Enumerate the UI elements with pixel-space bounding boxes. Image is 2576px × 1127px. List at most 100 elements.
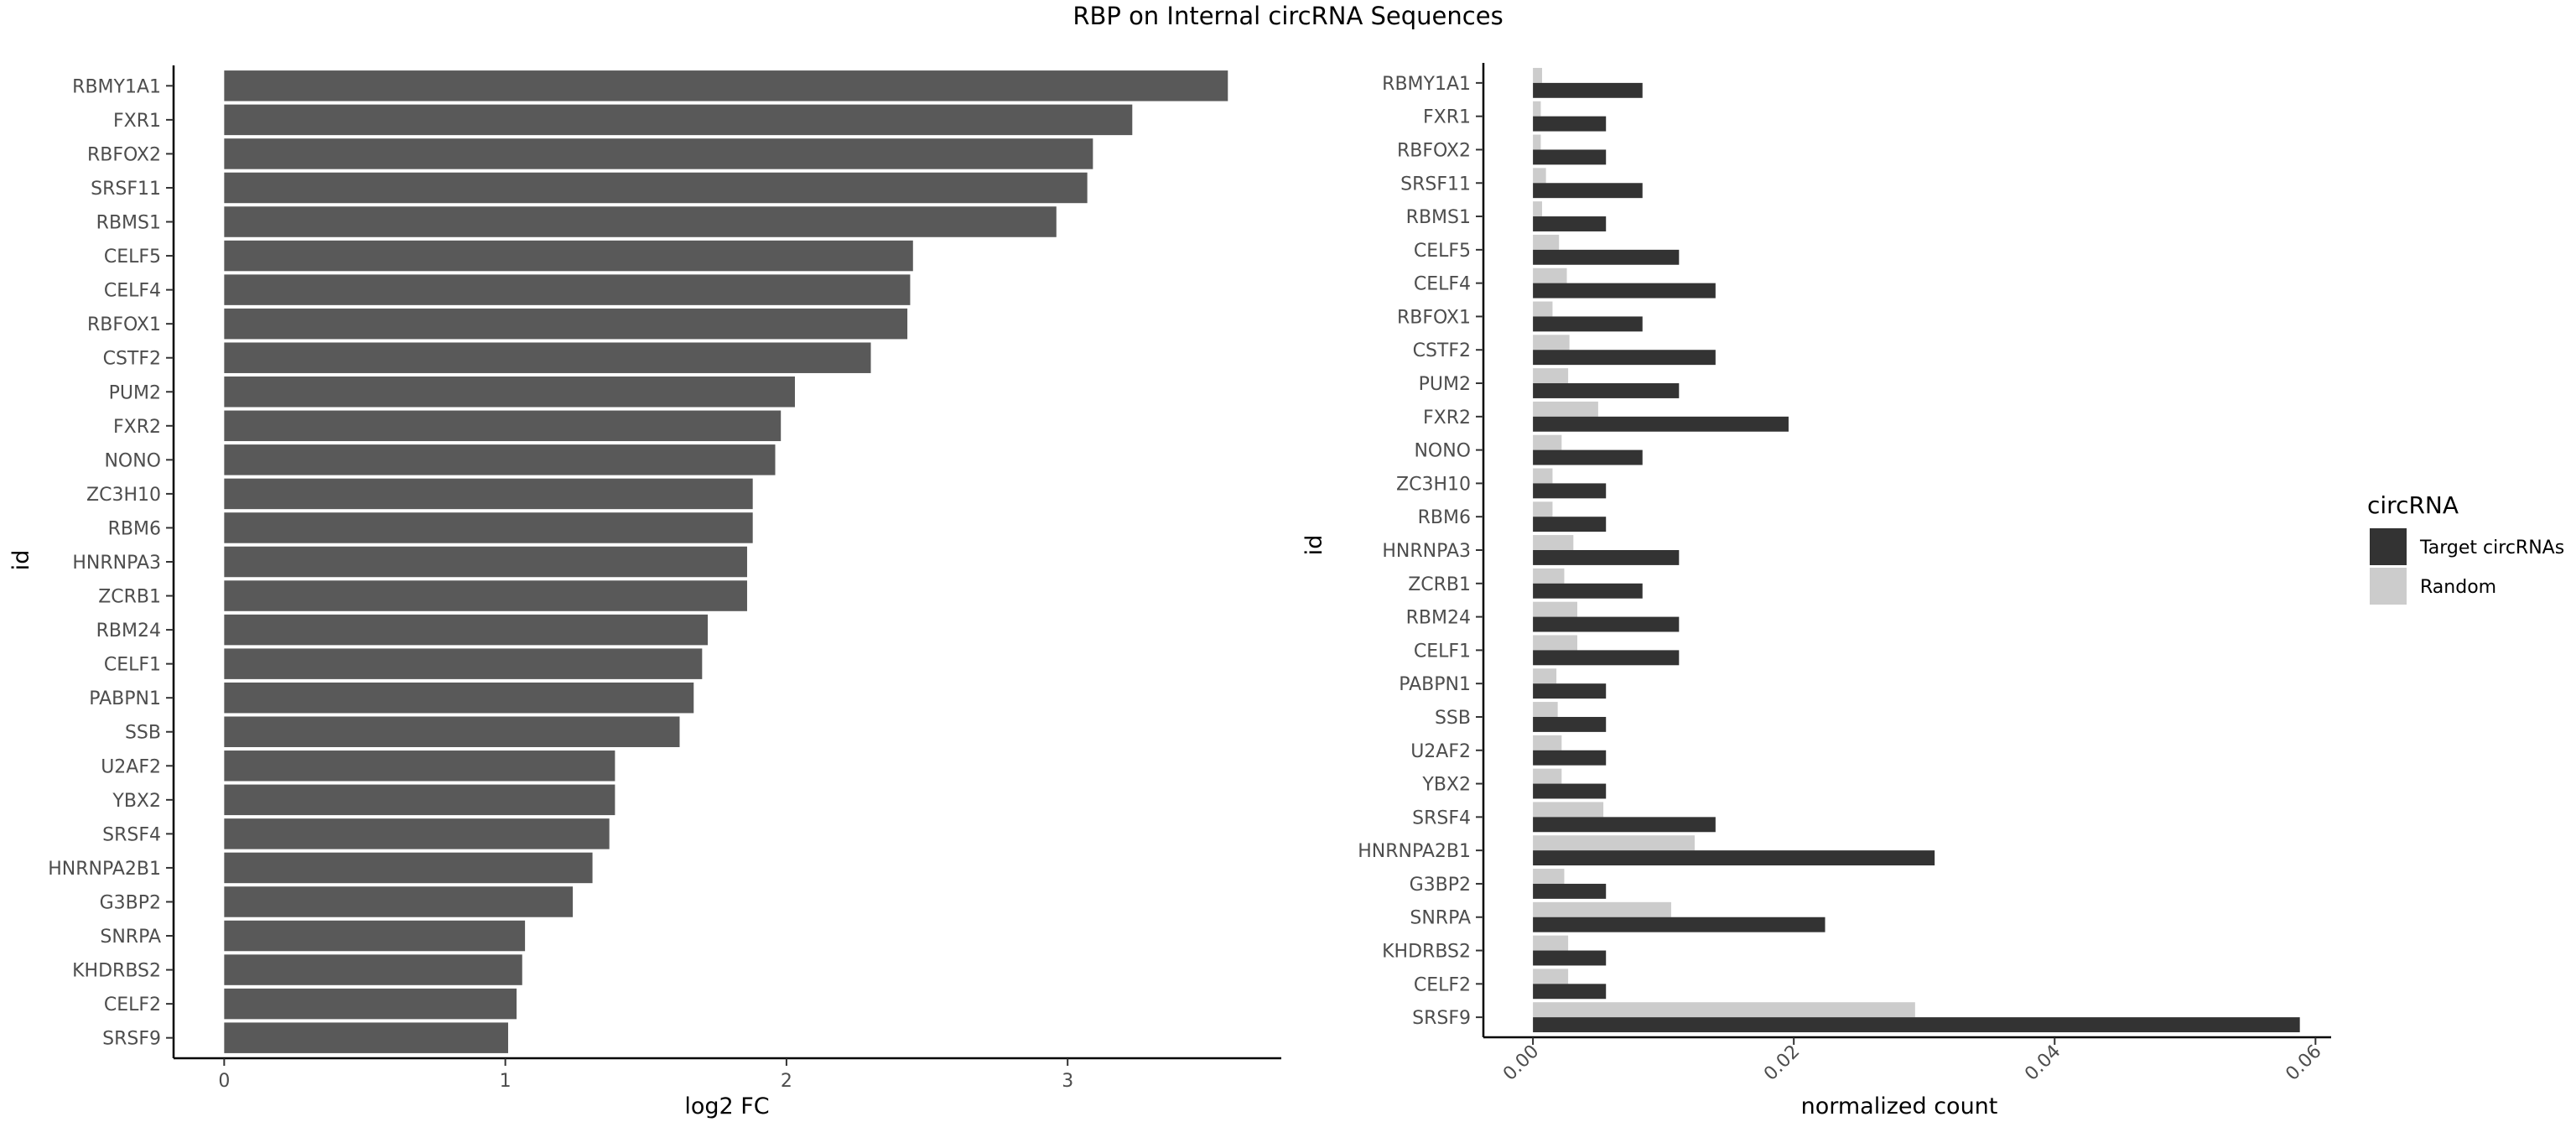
bar-target-ssb bbox=[1533, 716, 1607, 732]
left-x-tick-label: 3 bbox=[1062, 1071, 1073, 1092]
bar-random-rbfox1 bbox=[1533, 301, 1553, 317]
right-x-tick-label: 0.02 bbox=[1760, 1041, 1804, 1085]
bar-target-nono bbox=[1533, 449, 1643, 465]
right-bars bbox=[1533, 67, 2300, 1033]
bar-random-u2af2 bbox=[1533, 735, 1562, 750]
left-y-tick-label: RBM6 bbox=[108, 518, 161, 539]
left-x-tick-label: 0 bbox=[218, 1071, 230, 1092]
right-y-tick-label: ZCRB1 bbox=[1408, 574, 1471, 595]
right-y-tick-label: RBMS1 bbox=[1406, 207, 1471, 228]
legend: circRNA Target circRNAs Random bbox=[2367, 491, 2564, 605]
right-y-tick-label: SRSF4 bbox=[1412, 808, 1471, 828]
bar-random-pum2 bbox=[1533, 368, 1569, 384]
bar-random-rbfox2 bbox=[1533, 134, 1541, 150]
left-y-tick-label: SNRPA bbox=[100, 927, 161, 948]
left-y-tick-label: U2AF2 bbox=[101, 756, 161, 777]
right-y-tick-label: SNRPA bbox=[1410, 908, 1471, 929]
legend-label-target: Target circRNAs bbox=[2419, 538, 2564, 558]
bar-random-celf2 bbox=[1533, 969, 1569, 984]
left-y-tick-label: SRSF4 bbox=[102, 824, 161, 845]
bar-target-g3bp2 bbox=[1533, 883, 1607, 899]
bar-target-snrpa bbox=[1533, 917, 1826, 932]
right-y-tick-label: FXR1 bbox=[1423, 107, 1471, 128]
bar-random-pabpn1 bbox=[1533, 668, 1557, 684]
left-y-tick-label: RBMY1A1 bbox=[72, 76, 161, 97]
left-x-tick-label: 2 bbox=[781, 1071, 792, 1092]
bar-random-celf1 bbox=[1533, 635, 1577, 651]
bar-rbms1 bbox=[224, 206, 1057, 237]
left-bars bbox=[224, 70, 1228, 1053]
right-y-tick-label: ZC3H10 bbox=[1396, 474, 1471, 495]
left-y-tick-label: SRSF11 bbox=[91, 179, 161, 200]
right-x-axis-title: normalized count bbox=[1801, 1093, 1998, 1119]
bar-random-rbm24 bbox=[1533, 601, 1577, 617]
right-y-tick-label: CELF2 bbox=[1414, 974, 1471, 995]
left-y-tick-labels: RBMY1A1 FXR1 RBFOX2 SRSF11 RBMS1 CELF5 CELF4 RB… bbox=[48, 76, 174, 1050]
bar-target-khdrbs2 bbox=[1533, 950, 1607, 966]
left-y-tick-label: ZCRB1 bbox=[98, 587, 161, 608]
bar-random-hnrnpa2b1 bbox=[1533, 835, 1695, 851]
chart-title: RBP on Internal circRNA Sequences bbox=[1072, 2, 1504, 30]
left-y-tick-label: PUM2 bbox=[109, 382, 161, 403]
bar-target-rbfox2 bbox=[1533, 149, 1607, 165]
legend-label-random: Random bbox=[2420, 577, 2496, 598]
right-y-tick-label: CELF4 bbox=[1414, 274, 1471, 295]
bar-g3bp2 bbox=[224, 886, 574, 917]
left-y-tick-label: KHDRBS2 bbox=[72, 961, 161, 982]
right-y-tick-label: KHDRBS2 bbox=[1382, 942, 1471, 963]
bar-random-fxr1 bbox=[1533, 101, 1541, 117]
right-y-tick-label: FXR2 bbox=[1423, 408, 1471, 428]
bar-random-cstf2 bbox=[1533, 335, 1570, 351]
right-y-tick-label: RBFOX2 bbox=[1397, 140, 1471, 161]
bar-celf2 bbox=[224, 988, 517, 1020]
bar-random-rbms1 bbox=[1533, 201, 1542, 217]
left-y-tick-label: YBX2 bbox=[112, 791, 161, 812]
left-y-tick-label: CELF1 bbox=[104, 655, 161, 676]
bar-target-celf2 bbox=[1533, 984, 1607, 1000]
legend-swatch-random bbox=[2370, 568, 2407, 605]
bar-hnrnpa2b1 bbox=[224, 852, 593, 884]
left-y-tick-label: ZC3H10 bbox=[86, 485, 161, 506]
bar-target-hnrnpa3 bbox=[1533, 550, 1680, 565]
bar-celf5 bbox=[224, 240, 913, 272]
bar-srsf11 bbox=[224, 172, 1088, 204]
right-x-tick-label: 0.06 bbox=[2282, 1041, 2325, 1085]
left-y-tick-label: NONO bbox=[104, 450, 161, 471]
left-y-axis-title: id bbox=[8, 550, 34, 571]
bar-target-pabpn1 bbox=[1533, 683, 1607, 699]
bar-snrpa bbox=[224, 920, 526, 952]
right-y-tick-labels: RBMY1A1 FXR1 RBFOX2 SRSF11 RBMS1 CELF5 CELF4 RB… bbox=[1358, 74, 1483, 1029]
bar-rbm24 bbox=[224, 614, 709, 646]
bar-rbfox2 bbox=[224, 138, 1093, 169]
left-x-ticks: 0 1 2 3 bbox=[218, 1058, 1073, 1092]
left-y-tick-label: HNRNPA3 bbox=[72, 553, 161, 574]
right-y-tick-label: RBMY1A1 bbox=[1382, 74, 1471, 95]
bar-random-hnrnpa3 bbox=[1533, 535, 1574, 550]
left-y-tick-label: CELF5 bbox=[104, 247, 161, 267]
right-panel: normalized count id RBMY1A1 FXR1 RBFOX2 SRS… bbox=[1301, 63, 2331, 1119]
bar-target-rbms1 bbox=[1533, 216, 1607, 231]
bar-nono bbox=[224, 444, 776, 475]
left-x-axis-title: log2 FC bbox=[684, 1093, 769, 1119]
bar-srsf9 bbox=[224, 1022, 508, 1053]
bar-rbm6 bbox=[224, 512, 753, 543]
bar-random-rbm6 bbox=[1533, 501, 1553, 517]
bar-random-g3bp2 bbox=[1533, 869, 1565, 884]
right-x-ticks: 0.00 0.02 0.04 0.06 bbox=[1499, 1037, 2326, 1085]
bar-zc3h10 bbox=[224, 478, 753, 510]
right-x-tick-label: 0.00 bbox=[1499, 1041, 1543, 1085]
right-y-tick-label: SRSF9 bbox=[1412, 1008, 1471, 1029]
right-y-tick-label: NONO bbox=[1414, 441, 1471, 462]
bar-random-celf5 bbox=[1533, 234, 1560, 250]
right-y-tick-label: SSB bbox=[1435, 708, 1471, 729]
bar-random-srsf9 bbox=[1533, 1002, 1915, 1018]
bar-target-ybx2 bbox=[1533, 783, 1607, 799]
bar-random-nono bbox=[1533, 434, 1562, 450]
bar-fxr2 bbox=[224, 410, 782, 442]
bar-target-srsf9 bbox=[1533, 1017, 2300, 1033]
bar-target-rbm24 bbox=[1533, 616, 1680, 632]
left-y-tick-label: RBM24 bbox=[96, 621, 161, 641]
left-panel: log2 FC id RBMY1A1 FXR1 RBFOX2 SRSF11 RBMS1 C… bbox=[8, 65, 1281, 1119]
left-y-tick-label: CELF4 bbox=[104, 281, 161, 302]
right-y-tick-label: RBFOX1 bbox=[1397, 307, 1471, 328]
